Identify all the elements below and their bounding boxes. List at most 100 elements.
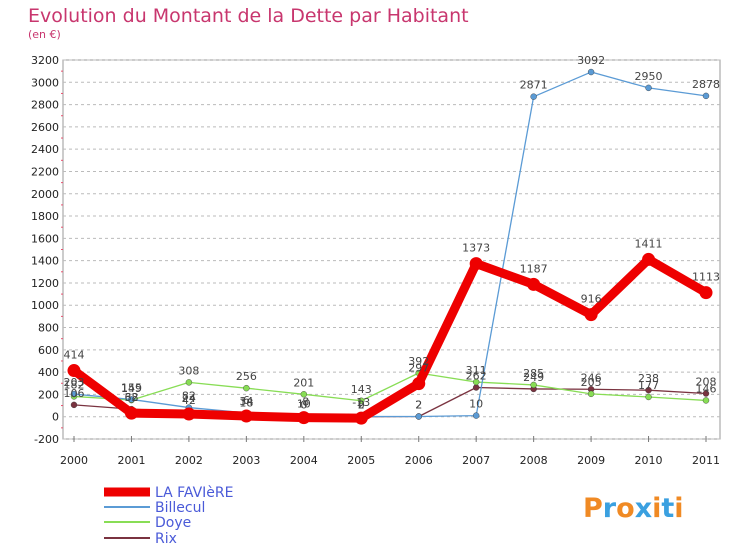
- series-line-1: [73, 71, 707, 418]
- data-point: [645, 393, 652, 401]
- x-tick-label: 2009: [577, 454, 605, 467]
- data-label: 0: [300, 399, 307, 412]
- data-point: [472, 412, 480, 419]
- y-tick-label: 200: [38, 388, 59, 401]
- data-point: [297, 411, 311, 425]
- data-point: [645, 386, 652, 394]
- data-label: 238: [638, 372, 659, 385]
- data-label: 6: [243, 394, 250, 407]
- grid: [62, 59, 721, 440]
- data-point: [182, 407, 196, 421]
- data-label: 201: [293, 376, 314, 389]
- legend-label: Rix: [155, 531, 177, 547]
- x-tick-label: 2001: [117, 454, 145, 467]
- y-tick-label: 0: [52, 411, 59, 424]
- data-point: [587, 390, 595, 398]
- data-label: 42: [182, 394, 196, 407]
- data-label: 262: [466, 370, 487, 383]
- data-label: 68: [124, 391, 138, 404]
- data-point: [530, 381, 537, 389]
- data-label: 916: [581, 293, 602, 306]
- data-point: [358, 397, 365, 404]
- data-label: -8: [298, 396, 309, 409]
- y-tick-label: 1600: [31, 232, 59, 245]
- y-tick-label: 1800: [31, 210, 59, 223]
- x-tick-label: 2008: [520, 454, 548, 467]
- data-label: 0: [358, 399, 365, 412]
- data-label: -13: [352, 396, 370, 409]
- data-point: [412, 377, 426, 391]
- x-tick-label: 2002: [175, 454, 203, 467]
- x-tick-label: 2000: [60, 454, 88, 467]
- data-point: [645, 84, 652, 92]
- data-label: 10: [297, 398, 311, 411]
- data-label: 208: [696, 376, 717, 389]
- data-point: [300, 391, 308, 398]
- data-label: 308: [178, 364, 199, 377]
- data-label: 82: [182, 390, 196, 403]
- chart-title: Evolution du Montant de la Dette par Hab…: [28, 5, 469, 27]
- legend-label: LA FAVIèRE: [155, 485, 234, 501]
- data-label: 143: [351, 383, 372, 396]
- data-point: [472, 378, 480, 386]
- y-tick-label: 2600: [31, 121, 59, 134]
- logo-letter: i: [652, 493, 661, 524]
- data-label: 311: [466, 364, 487, 377]
- data-label: 3092: [577, 54, 605, 67]
- y-tick-label: 400: [38, 366, 59, 379]
- data-point: [70, 390, 78, 398]
- data-point: [67, 364, 81, 378]
- data-label: 177: [638, 379, 659, 392]
- data-point: [530, 93, 537, 100]
- y-tick-label: 800: [38, 322, 59, 335]
- data-label: 1373: [462, 242, 490, 255]
- data-label: 285: [523, 367, 544, 380]
- data-label: 2950: [635, 70, 663, 83]
- data-label: 24: [182, 392, 196, 405]
- data-label: 205: [581, 376, 602, 389]
- data-label: 2878: [692, 78, 720, 91]
- data-label: 2: [358, 398, 365, 411]
- axes: -200020040060080010001200140016001800200…: [31, 54, 720, 467]
- logo-letter: o: [616, 493, 635, 524]
- y-tick-label: 2200: [31, 165, 59, 178]
- data-label: 106: [64, 387, 85, 400]
- x-tick-label: 2005: [347, 454, 375, 467]
- data-point: [354, 411, 368, 425]
- x-tick-label: 2011: [692, 454, 720, 467]
- data-point: [239, 409, 253, 423]
- data-label: 32: [124, 391, 138, 404]
- x-tick-label: 2010: [635, 454, 663, 467]
- data-point: [128, 396, 135, 403]
- logo-letter: t: [661, 493, 674, 524]
- series-line-2: [73, 372, 707, 402]
- y-tick-label: 2000: [31, 188, 59, 201]
- y-tick-label: 1000: [31, 299, 59, 312]
- legend-label: Billecul: [155, 500, 205, 516]
- data-label: 1113: [692, 271, 720, 284]
- data-label: 1411: [635, 237, 663, 250]
- data-label: 155: [121, 381, 142, 394]
- y-tick-label: 1400: [31, 255, 59, 268]
- data-point: [243, 384, 250, 392]
- data-point: [702, 397, 710, 404]
- data-label: 297: [408, 362, 429, 375]
- x-tick-label: 2003: [232, 454, 260, 467]
- data-point: [642, 252, 656, 266]
- data-label: 1187: [520, 262, 548, 275]
- y-tick-label: 600: [38, 344, 59, 357]
- chart-subtitle: (en €): [28, 28, 61, 41]
- data-label: 392: [408, 355, 429, 368]
- data-label: 249: [523, 371, 544, 384]
- data-point: [472, 384, 480, 391]
- plot-frame: [62, 59, 721, 440]
- data-label: 203: [64, 376, 85, 389]
- data-point: [415, 413, 422, 420]
- data-point: [469, 257, 483, 271]
- proxiti-logo: Proxiti: [583, 493, 684, 524]
- data-label: 182: [64, 378, 85, 391]
- data-label: 2: [415, 398, 422, 411]
- data-point: [702, 92, 710, 100]
